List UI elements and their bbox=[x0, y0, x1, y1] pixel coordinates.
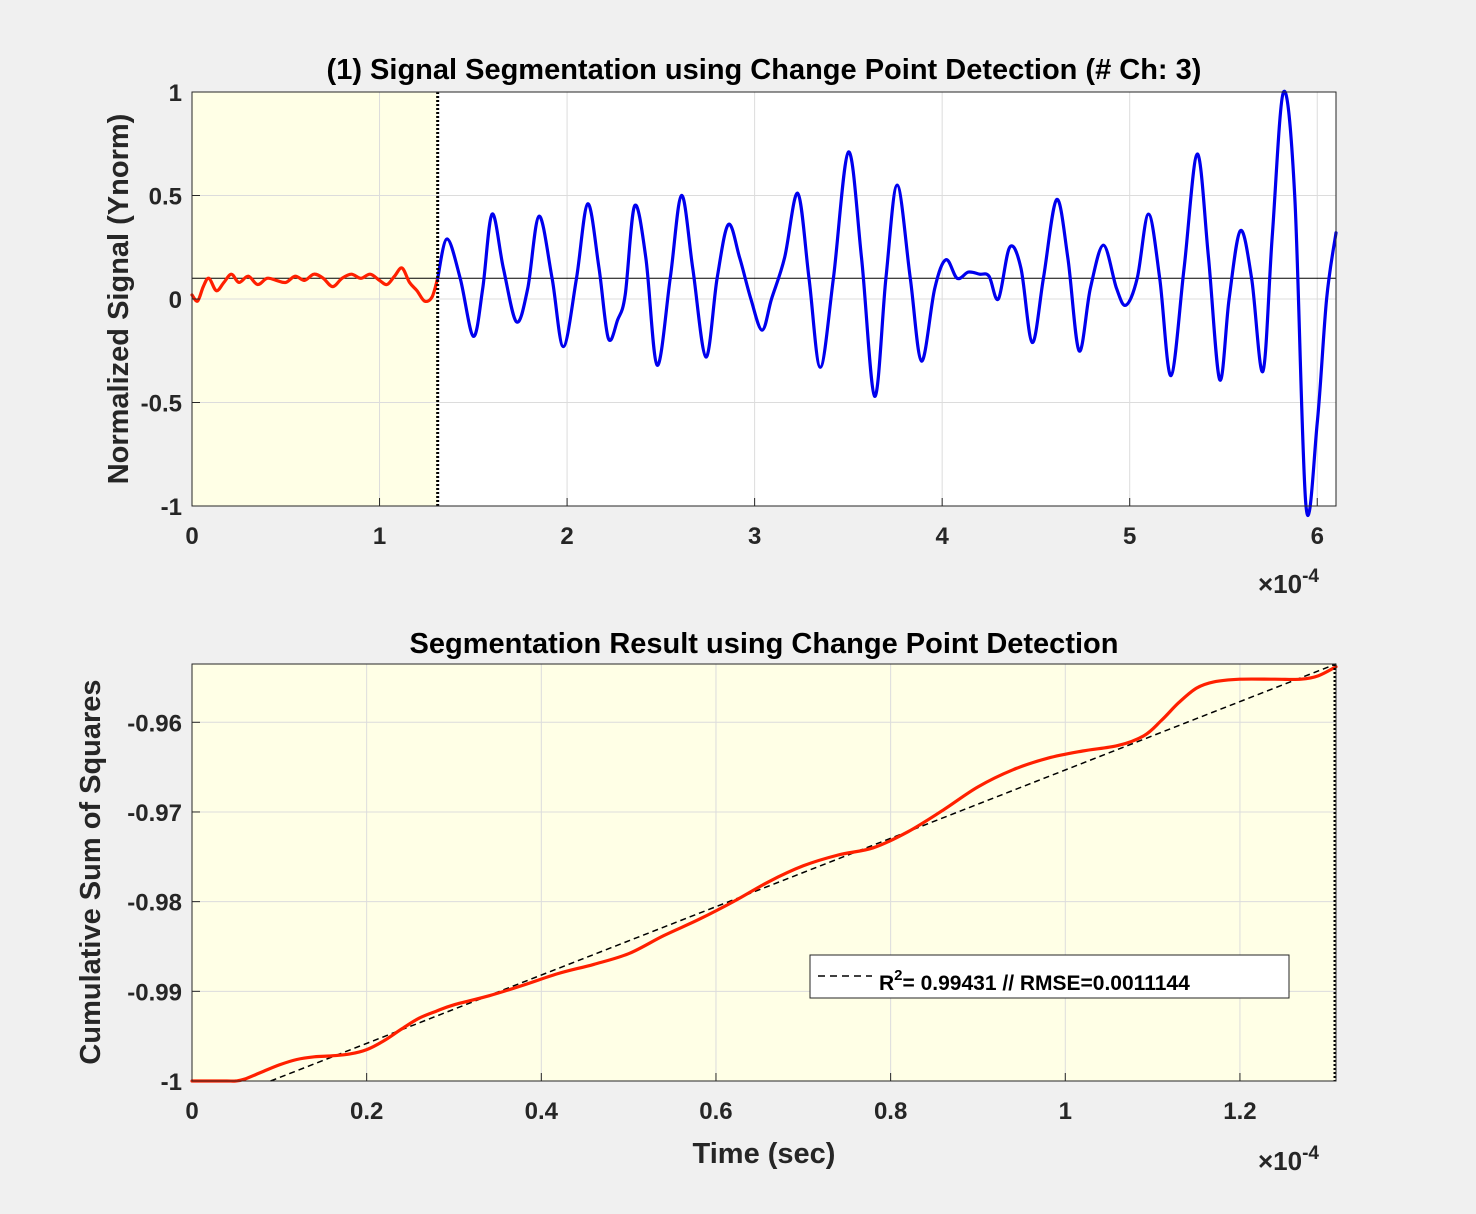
y-tick-label: -1 bbox=[161, 494, 182, 521]
plot-2-x-exponent: ×10-4 bbox=[1258, 1143, 1319, 1176]
y-tick-label: 0.5 bbox=[149, 184, 182, 211]
plot-1-x-exponent: ×10-4 bbox=[1258, 566, 1319, 599]
x-tick-label: 1 bbox=[373, 523, 386, 550]
y-tick-label: -0.99 bbox=[127, 979, 182, 1006]
series-line-2 bbox=[436, 89, 1338, 517]
legend-label: R2= 0.99431 // RMSE=0.0011144 bbox=[879, 967, 1190, 995]
plot-2-title: Segmentation Result using Change Point D… bbox=[410, 628, 1119, 660]
plot-1-x-exponent-power: -4 bbox=[1302, 566, 1319, 587]
x-tick-label: 0 bbox=[185, 1098, 198, 1125]
x-tick-label: 0.8 bbox=[874, 1098, 907, 1125]
plot-2-legend: R2= 0.99431 // RMSE=0.0011144 bbox=[809, 954, 1290, 999]
plot-2-xlabel: Time (sec) bbox=[693, 1138, 836, 1170]
plot-2-series bbox=[190, 665, 1338, 1083]
y-tick-label: -1 bbox=[161, 1069, 182, 1096]
legend-label-sup: 2 bbox=[894, 967, 902, 984]
y-tick-label: 1 bbox=[169, 80, 182, 107]
series-line-1 bbox=[190, 266, 440, 303]
x-tick-label: 4 bbox=[935, 523, 949, 550]
plot-1-ticks: 0 1 2 3 4 5 6 -1 -0.5 0 0.5 1 bbox=[141, 80, 1324, 550]
legend-label-suffix: = 0.99431 // RMSE=0.0011144 bbox=[903, 972, 1191, 995]
plot-2-fit-line bbox=[270, 663, 1337, 1082]
legend-box bbox=[809, 954, 1290, 999]
x-tick-label: 0 bbox=[185, 523, 198, 550]
x-tick-label: 1.2 bbox=[1223, 1098, 1256, 1125]
plot-2-ticks: 0 0.2 0.4 0.6 0.8 1 1.2 -1 -0.99 -0.98 -0.97 -0.96 bbox=[127, 710, 1256, 1125]
plot-2-frame bbox=[191, 663, 1337, 1082]
legend-label-prefix: R bbox=[879, 972, 894, 995]
y-tick-label: -0.98 bbox=[127, 890, 182, 917]
series-line-1 bbox=[190, 665, 1338, 1083]
y-tick-label: -0.5 bbox=[141, 391, 182, 418]
x-tick-label: 0.4 bbox=[525, 1098, 559, 1125]
y-tick-label: -0.96 bbox=[127, 710, 182, 737]
y-tick-label: 0 bbox=[169, 287, 182, 314]
plot-2-area bbox=[192, 664, 1336, 1081]
plot-1-title: (1) Signal Segmentation using Change Poi… bbox=[327, 54, 1202, 86]
plot-1-series bbox=[190, 89, 1338, 517]
fit-line bbox=[270, 663, 1337, 1082]
x-tick-label: 6 bbox=[1311, 523, 1324, 550]
y-tick-label: -0.97 bbox=[127, 800, 182, 827]
x-tick-label: 2 bbox=[560, 523, 573, 550]
plot-2: 0 0.2 0.4 0.6 0.8 1 1.2-1-0.99-0.98-0.97-0.96 … bbox=[75, 628, 1338, 1176]
x-tick-label: 0.6 bbox=[699, 1098, 732, 1125]
x-tick-label: 0.2 bbox=[350, 1098, 383, 1125]
plot-1: 0 1 2 3 4 5 6 -1 -0.5 0 0.5 1 (1) Signal Segmentati… bbox=[103, 54, 1338, 599]
plot-1-ylabel: Normalized Signal (Ynorm) bbox=[103, 114, 135, 485]
plot-2-x-exponent-power: -4 bbox=[1302, 1143, 1319, 1164]
x-tick-label: 5 bbox=[1123, 523, 1136, 550]
x-tick-label: 3 bbox=[748, 523, 761, 550]
plot-2-ylabel: Cumulative Sum of Squares bbox=[75, 679, 107, 1064]
x-tick-label: 1 bbox=[1059, 1098, 1072, 1125]
